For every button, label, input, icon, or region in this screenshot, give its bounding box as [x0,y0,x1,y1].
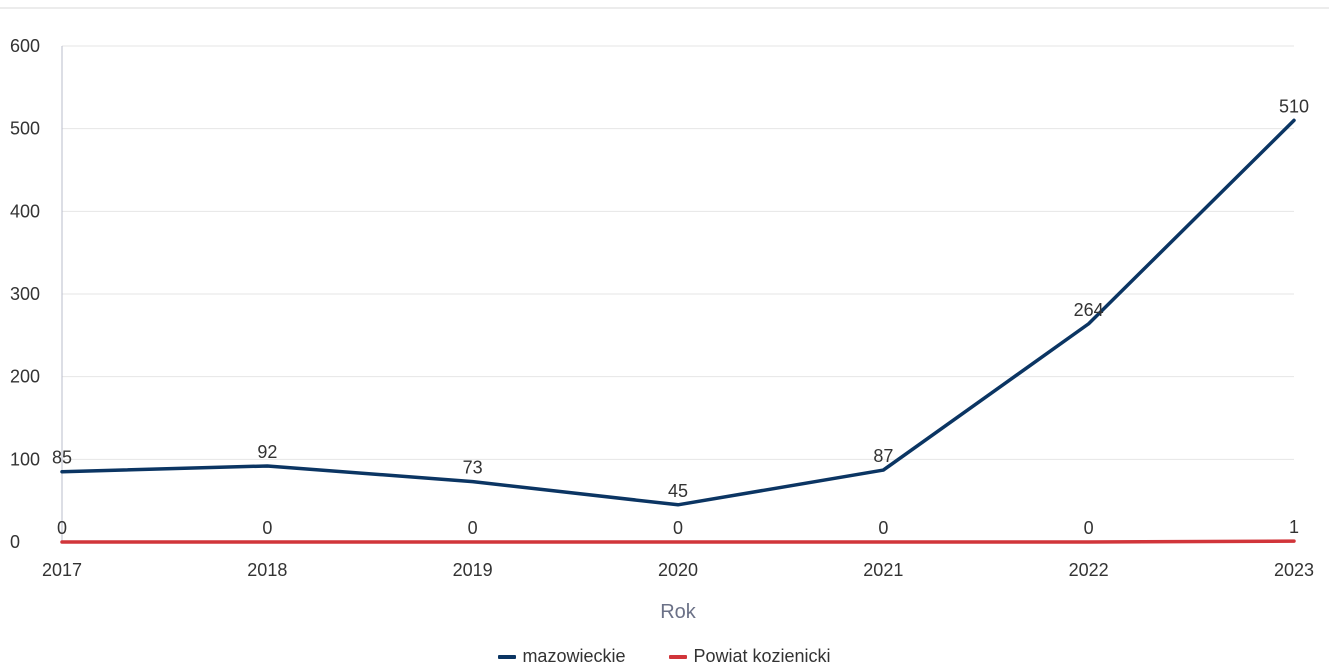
data-label: 87 [873,446,893,466]
data-label: 0 [878,518,888,538]
data-label: 0 [468,518,478,538]
data-labels: 85 92 73 45 87 264 510 0 0 0 0 0 0 1 [52,96,1309,538]
x-tick-label: 2020 [658,560,698,580]
legend-swatch [669,654,688,659]
y-tick-label: 300 [10,284,40,304]
data-label: 45 [668,481,688,501]
data-label: 0 [1084,518,1094,538]
data-label: 1 [1289,517,1299,537]
y-tick-label: 400 [10,201,40,221]
y-tick-label: 500 [10,119,40,139]
x-tick-label: 2019 [453,560,493,580]
legend-item[interactable]: mazowieckie [498,646,625,667]
legend-label: mazowieckie [522,646,626,666]
legend-item[interactable]: Powiat kozienicki [669,646,831,667]
series-line-mazowieckie [60,118,1296,507]
data-label: 0 [57,518,67,538]
data-label: 510 [1279,96,1309,116]
data-label: 73 [463,458,483,478]
x-tick-label: 2023 [1274,560,1314,580]
y-tick-label: 600 [10,36,40,56]
series-line-powiat-kozienicki [60,539,1296,544]
y-tick-labels: 0 100 200 300 400 500 600 [10,36,40,552]
x-tick-label: 2021 [863,560,903,580]
x-tick-label: 2018 [247,560,287,580]
gridlines [62,45,1294,460]
top-divider [0,7,1329,9]
legend-swatch [498,654,517,659]
data-label: 92 [257,442,277,462]
legend: mazowieckie Powiat kozienicki [0,646,1329,667]
data-label: 0 [673,518,683,538]
legend-label: Powiat kozienicki [693,646,831,666]
data-label: 264 [1074,300,1104,320]
data-label: 85 [52,448,72,468]
x-tick-labels: 2017 2018 2019 2020 2021 2022 2023 [42,560,1314,580]
series-lines [60,118,1296,544]
x-tick-label: 2022 [1069,560,1109,580]
x-axis-title: Rok [660,601,697,623]
y-tick-label: 200 [10,367,40,387]
y-tick-label: 0 [10,532,20,552]
x-tick-label: 2017 [42,560,82,580]
y-tick-label: 100 [10,449,40,469]
data-label: 0 [262,518,272,538]
